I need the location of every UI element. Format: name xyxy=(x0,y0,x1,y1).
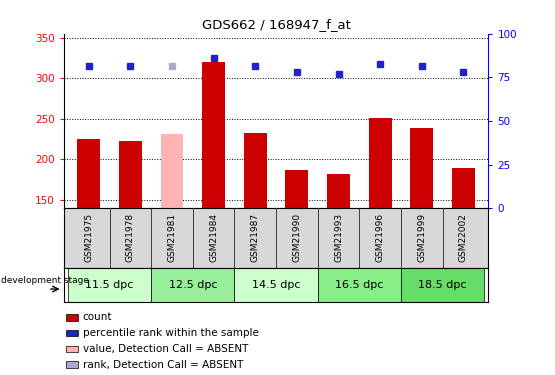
Text: count: count xyxy=(83,312,112,322)
Text: GSM21993: GSM21993 xyxy=(334,213,343,262)
Bar xyxy=(160,134,184,208)
Bar xyxy=(452,168,475,208)
Text: GSM21990: GSM21990 xyxy=(292,213,301,262)
Bar xyxy=(66,346,78,352)
Bar xyxy=(66,314,78,321)
Text: 14.5 dpc: 14.5 dpc xyxy=(252,280,300,290)
Text: 11.5 dpc: 11.5 dpc xyxy=(85,280,134,290)
Text: GSM21999: GSM21999 xyxy=(417,213,426,262)
Text: rank, Detection Call = ABSENT: rank, Detection Call = ABSENT xyxy=(83,360,243,370)
Bar xyxy=(66,330,78,336)
Text: development stage: development stage xyxy=(1,276,89,285)
Bar xyxy=(235,268,318,302)
Bar xyxy=(401,268,485,302)
Bar xyxy=(369,118,392,208)
Bar xyxy=(77,139,100,208)
Text: GSM21975: GSM21975 xyxy=(84,213,93,262)
Bar xyxy=(119,141,142,208)
Text: GSM22002: GSM22002 xyxy=(459,213,468,262)
Text: GSM21984: GSM21984 xyxy=(209,213,218,262)
Text: GSM21978: GSM21978 xyxy=(126,213,135,262)
Bar xyxy=(68,268,151,302)
Text: GSM21981: GSM21981 xyxy=(168,213,176,262)
Bar xyxy=(327,174,350,208)
Text: value, Detection Call = ABSENT: value, Detection Call = ABSENT xyxy=(83,344,248,354)
Text: 18.5 dpc: 18.5 dpc xyxy=(418,280,467,290)
Text: 12.5 dpc: 12.5 dpc xyxy=(169,280,217,290)
Text: percentile rank within the sample: percentile rank within the sample xyxy=(83,328,259,338)
Text: GSM21987: GSM21987 xyxy=(251,213,260,262)
Text: 16.5 dpc: 16.5 dpc xyxy=(335,280,384,290)
Bar xyxy=(66,362,78,368)
Text: GSM21996: GSM21996 xyxy=(376,213,385,262)
Bar xyxy=(285,170,309,208)
Bar xyxy=(318,268,401,302)
Bar xyxy=(202,62,225,208)
Bar xyxy=(244,133,267,208)
Bar xyxy=(410,128,433,208)
Title: GDS662 / 168947_f_at: GDS662 / 168947_f_at xyxy=(201,18,351,31)
Bar xyxy=(151,268,235,302)
